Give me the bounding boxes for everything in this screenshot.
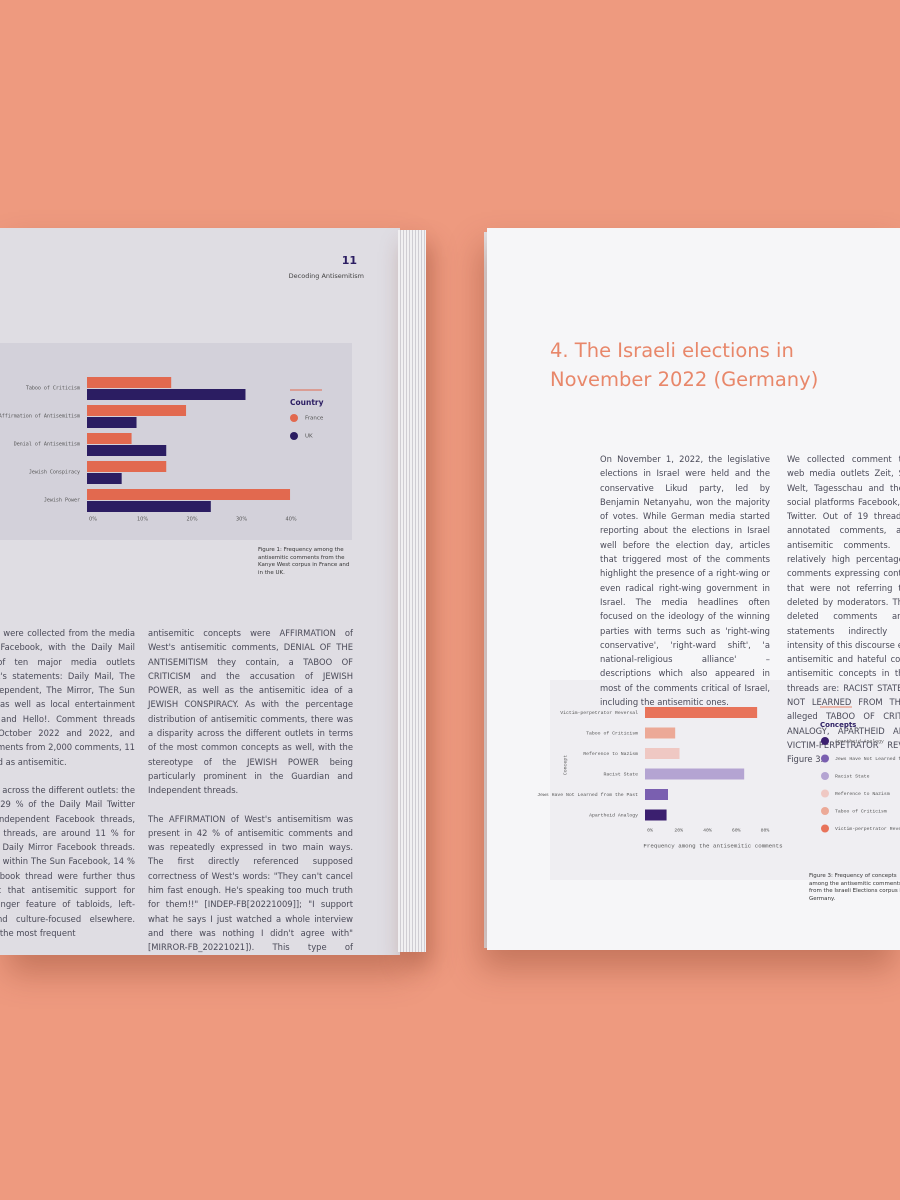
legend-swatch xyxy=(290,414,298,422)
category-label: Affirmation of Antisemitism xyxy=(0,414,80,420)
text-column: ...in the UK corpus were collected from … xyxy=(0,626,135,954)
x-tick-label: 30% xyxy=(236,517,247,523)
legend-title: Country xyxy=(290,398,324,407)
x-axis-label: Frequency among the antisemitic comments xyxy=(643,843,782,850)
bar xyxy=(645,727,676,739)
page-number: 11 xyxy=(341,254,357,267)
bar xyxy=(87,489,291,500)
y-axis-label: Concept xyxy=(562,755,568,775)
paragraph: antisemitic concepts were AFFIRMATION of… xyxy=(148,628,353,796)
bar xyxy=(645,809,667,821)
text-column: antisemitic concepts were AFFIRMATION of… xyxy=(148,626,353,955)
bar xyxy=(87,377,172,388)
bar xyxy=(87,405,187,416)
bar xyxy=(87,389,246,400)
bar xyxy=(87,445,167,456)
bar xyxy=(87,417,137,428)
paragraph: ...in the UK corpus were collected from … xyxy=(0,628,135,767)
category-label: Reference to Nazism xyxy=(583,751,638,757)
paragraph: A marked disparity across the different … xyxy=(0,784,135,938)
x-tick-label: 0% xyxy=(89,517,97,523)
text-column: On November 1, 2022, the legislative ele… xyxy=(600,452,770,723)
category-label: Jewish Conspiracy xyxy=(29,470,80,476)
text-column: We collected comment threads from web me… xyxy=(787,452,900,781)
bar xyxy=(645,748,680,759)
bar xyxy=(645,707,758,718)
category-label: Apartheid Analogy xyxy=(589,812,638,818)
category-label: Jews Have Not Learned from the Past xyxy=(537,792,638,798)
section-title: 4. The Israeli elections in November 202… xyxy=(550,339,819,391)
category-label: Denial of Antisemitism xyxy=(14,442,80,448)
x-tick-label: 60% xyxy=(732,827,741,833)
paragraph: On November 1, 2022, the legislative ele… xyxy=(600,454,770,708)
caption: Figure 3: Frequency of concepts among th… xyxy=(809,873,900,902)
x-tick-label: 40% xyxy=(286,517,297,523)
legend-label: Reference to Nazism xyxy=(835,791,890,797)
x-tick-label: 20% xyxy=(186,517,197,523)
right-page: 4. The Israeli elections in November 202… xyxy=(487,228,900,950)
left-page: 11 Decoding Antisemitism Figure 1: Frequ… xyxy=(0,228,400,955)
legend-label: Victim-perpetrator Reversal xyxy=(835,826,900,832)
x-tick-label: 0% xyxy=(647,827,653,833)
legend-label: Jews Have Not Learned from the Past xyxy=(835,756,900,762)
x-tick-label: 40% xyxy=(703,827,712,833)
legend-swatch xyxy=(821,807,829,815)
legend-swatch xyxy=(290,432,298,440)
legend-title: Concepts xyxy=(820,721,856,729)
paragraph: The AFFIRMATION of West's antisemitism w… xyxy=(148,813,353,953)
paragraph: We collected comment threads from web me… xyxy=(787,454,900,765)
legend-label: Racist State xyxy=(835,773,870,779)
caption: Figure 1: Frequency among the antisemiti… xyxy=(258,547,350,576)
legend-label: Apartheid Analogy xyxy=(835,738,884,744)
legend-swatch xyxy=(821,754,829,763)
legend-swatch xyxy=(821,772,829,780)
legend-swatch xyxy=(821,737,829,745)
legend-label: Taboo of Criticism xyxy=(835,808,887,814)
category-label: Racist State xyxy=(603,771,638,777)
category-label: Victim-perpetrator Reversal xyxy=(560,710,638,716)
x-tick-label: 20% xyxy=(674,827,683,833)
bar xyxy=(87,501,211,512)
bar xyxy=(87,433,132,444)
category-label: Taboo of Criticism xyxy=(26,386,80,392)
x-tick-label: 10% xyxy=(137,517,148,523)
category-label: Jewish Power xyxy=(44,498,80,504)
category-label: Taboo of Criticism xyxy=(586,730,638,736)
legend-swatch xyxy=(821,824,829,833)
x-tick-label: 80% xyxy=(761,827,770,833)
bar xyxy=(645,789,668,800)
bar xyxy=(87,473,122,484)
legend-label: UK xyxy=(305,434,313,440)
legend-swatch xyxy=(821,789,829,798)
bar xyxy=(87,461,167,472)
bar xyxy=(645,768,745,780)
page-edge xyxy=(398,230,426,952)
running-head: Decoding Antisemitism xyxy=(288,272,364,280)
legend-label: France xyxy=(305,416,324,422)
